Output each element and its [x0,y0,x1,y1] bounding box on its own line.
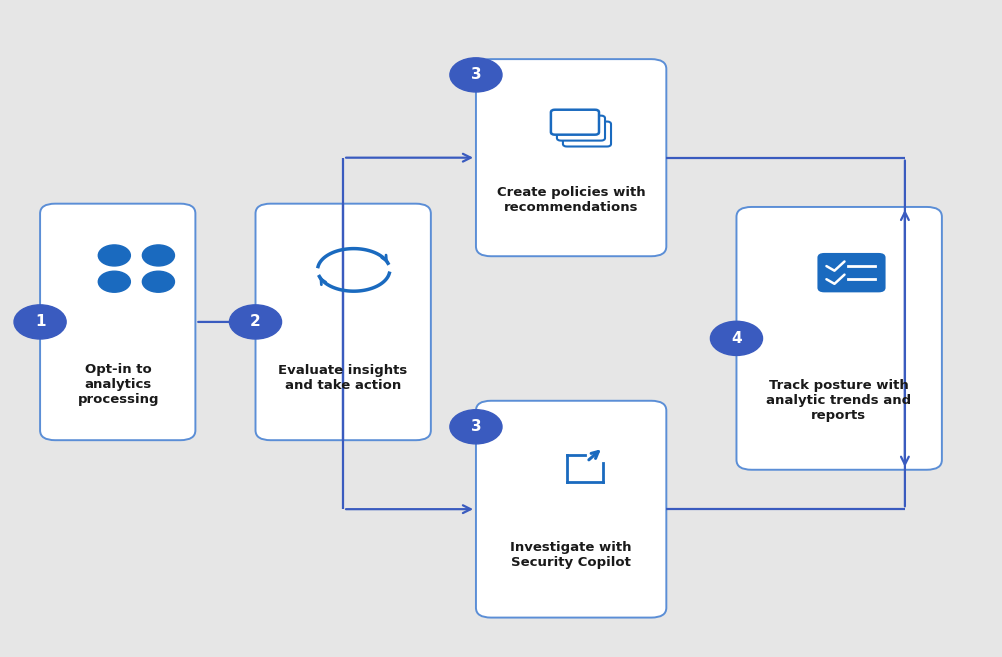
Text: Create policies with
recommendations: Create policies with recommendations [497,187,645,214]
Circle shape [98,271,130,292]
Text: 2: 2 [250,315,261,329]
FancyBboxPatch shape [476,401,666,618]
Text: Investigate with
Security Copilot: Investigate with Security Copilot [510,541,632,569]
Text: 3: 3 [471,419,481,434]
Circle shape [14,305,66,339]
Circle shape [710,321,763,355]
Circle shape [142,245,174,266]
Text: 4: 4 [731,331,741,346]
FancyBboxPatch shape [256,204,431,440]
FancyBboxPatch shape [557,116,605,141]
Circle shape [142,271,174,292]
FancyBboxPatch shape [818,253,886,292]
FancyBboxPatch shape [551,110,599,135]
Circle shape [450,58,502,92]
Text: Track posture with
analytic trends and
reports: Track posture with analytic trends and r… [767,379,911,422]
Text: Evaluate insights
and take action: Evaluate insights and take action [279,364,407,392]
Circle shape [98,245,130,266]
Text: 1: 1 [35,315,45,329]
Circle shape [450,410,502,444]
FancyBboxPatch shape [736,207,942,470]
FancyBboxPatch shape [563,122,611,147]
FancyBboxPatch shape [476,59,666,256]
FancyBboxPatch shape [551,110,599,135]
Text: 3: 3 [471,68,481,82]
Circle shape [229,305,282,339]
Text: Opt-in to
analytics
processing: Opt-in to analytics processing [77,363,159,406]
FancyBboxPatch shape [40,204,195,440]
